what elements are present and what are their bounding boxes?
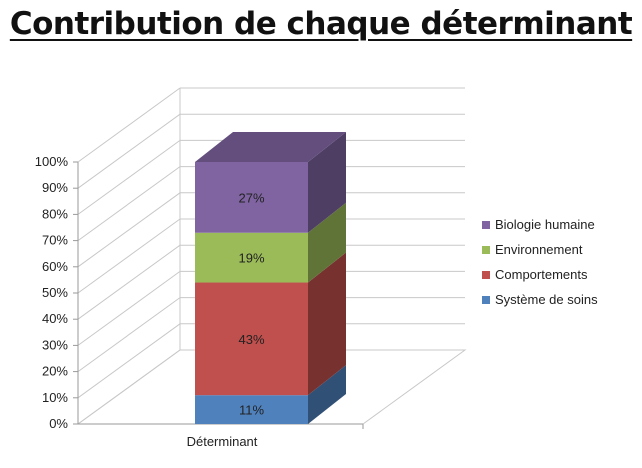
legend-item: Système de soins — [482, 292, 598, 307]
bar-front-face — [195, 232, 308, 283]
y-tick-label: 100% — [35, 154, 69, 169]
data-label: 27% — [238, 190, 264, 205]
bar-side-face — [308, 252, 346, 396]
y-axis-ticks: 0% 10% 20% 30% 40% 50% 60% 70% 80% 90% 100% — [35, 154, 69, 431]
bar-front-face — [195, 282, 308, 396]
bar-side-face — [308, 365, 346, 424]
y-tick-label: 10% — [42, 390, 68, 405]
data-label: 19% — [238, 251, 264, 266]
y-tick-label: 40% — [42, 311, 68, 326]
bar-segment — [195, 365, 346, 424]
y-tick-label: 0% — [49, 416, 68, 431]
gridline-side — [77, 297, 181, 373]
legend-swatch — [482, 271, 490, 279]
gridline-side — [77, 349, 181, 425]
legend-label: Biologie humaine — [495, 217, 595, 232]
chart-bars — [195, 132, 346, 424]
legend-item: Biologie humaine — [482, 217, 595, 232]
gridline-side — [77, 323, 181, 399]
gridline-side — [77, 139, 181, 215]
bar-segment — [195, 202, 346, 283]
legend-label: Système de soins — [495, 292, 598, 307]
y-tick-label: 20% — [42, 364, 68, 379]
data-label: 11% — [239, 403, 264, 418]
legend-swatch — [482, 221, 490, 229]
bar-side-face — [308, 202, 346, 283]
data-label: 43% — [238, 332, 264, 347]
legend-label: Environnement — [495, 242, 583, 257]
bar-side-face — [308, 132, 346, 233]
chart-legend: Biologie humaine Environnement Comportemen… — [482, 217, 598, 307]
y-tick-label: 70% — [42, 233, 68, 248]
bar-segment — [195, 132, 346, 233]
bar-top-face — [195, 132, 346, 162]
gridline-side — [77, 192, 181, 268]
y-tick-label: 30% — [42, 337, 68, 352]
gridline-side — [77, 87, 181, 163]
gridline-side — [77, 244, 181, 320]
chart-title-text: Contribution de chaque déterminant — [9, 6, 633, 42]
chart-data-labels: 11% 43% 19% 27% — [238, 190, 264, 417]
legend-item: Comportements — [482, 267, 588, 282]
gridline-side — [77, 270, 181, 346]
legend-swatch — [482, 296, 490, 304]
gridline-side — [77, 166, 181, 242]
gridline-side — [77, 218, 181, 294]
y-tick-label: 60% — [42, 259, 68, 274]
gridline-side — [77, 113, 181, 189]
legend-item: Environnement — [482, 242, 583, 257]
y-tick-label: 80% — [42, 206, 68, 221]
x-axis-categories: Déterminant — [187, 434, 258, 449]
bar-segment — [195, 252, 346, 396]
bar-front-face — [195, 162, 308, 233]
y-tick-label: 50% — [42, 285, 68, 300]
x-category-label: Déterminant — [187, 434, 258, 449]
chart-title: Contribution de chaque déterminant — [0, 6, 642, 42]
bar-front-face — [195, 395, 308, 424]
legend-swatch — [482, 246, 490, 254]
legend-label: Comportements — [495, 267, 588, 282]
y-tick-label: 90% — [42, 180, 68, 195]
